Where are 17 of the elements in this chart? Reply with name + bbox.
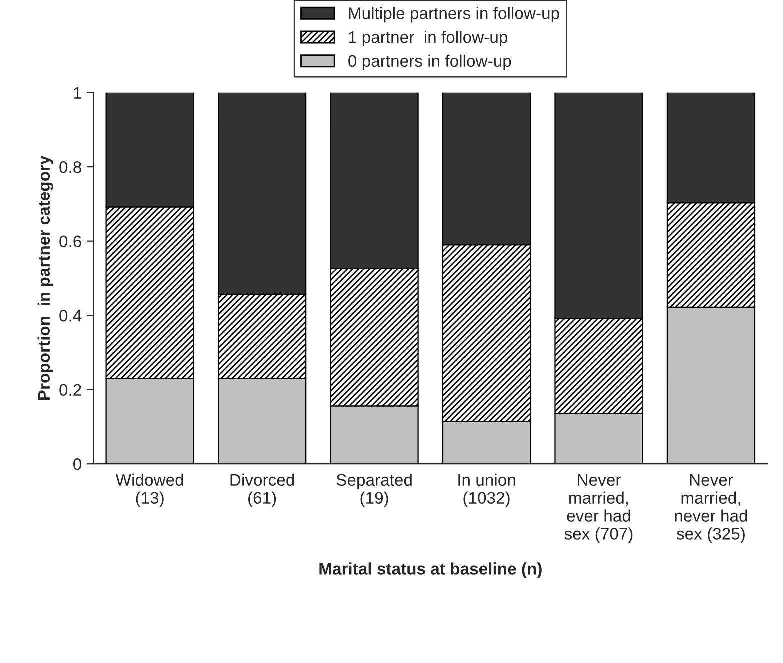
x-tick-label: Divorced (61) [230, 474, 294, 508]
legend-label: 0 partners in follow-up [348, 54, 512, 70]
y-tick-label: 0 [74, 458, 82, 470]
y-tick-label: 0.4 [60, 310, 82, 322]
x-tick-label: In union (1032) [458, 474, 516, 508]
x-tick-label: Widowed (13) [116, 474, 184, 508]
x-tick-label: Separated (19) [336, 474, 412, 508]
y-axis-title: Proportion in partner category [38, 156, 54, 400]
legend-label: Multiple partners in follow-up [349, 7, 560, 23]
y-tick-label: 0.8 [60, 161, 82, 174]
x-tick-label: Never married, never had sex (325) [675, 474, 748, 544]
x-axis-title: Marital status at baseline (n) [320, 562, 542, 578]
legend-label: 1 partner in follow-up [349, 30, 508, 47]
y-tick-label: 0.2 [60, 384, 82, 396]
x-tick-label: Never married, ever had sex (707) [564, 474, 633, 544]
y-tick-label: 1 [74, 87, 82, 99]
y-tick-label: 0.6 [60, 236, 82, 248]
